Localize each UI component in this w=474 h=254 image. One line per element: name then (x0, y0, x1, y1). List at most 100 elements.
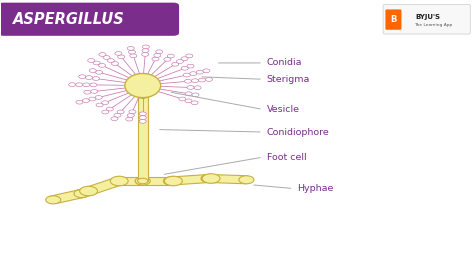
Circle shape (83, 83, 90, 87)
Circle shape (185, 92, 192, 96)
Circle shape (76, 83, 83, 87)
Circle shape (192, 93, 199, 97)
Circle shape (92, 77, 100, 81)
Circle shape (181, 57, 188, 60)
Circle shape (112, 177, 127, 185)
Circle shape (89, 69, 96, 72)
Circle shape (76, 100, 83, 104)
Circle shape (126, 117, 133, 121)
Polygon shape (50, 190, 84, 203)
Circle shape (185, 99, 192, 103)
Circle shape (156, 50, 163, 54)
Circle shape (190, 72, 197, 75)
Circle shape (172, 62, 179, 66)
Circle shape (128, 114, 134, 117)
Text: Vesicle: Vesicle (267, 105, 300, 114)
Circle shape (137, 93, 148, 98)
Circle shape (112, 177, 127, 185)
Circle shape (117, 110, 124, 114)
Circle shape (176, 60, 183, 63)
Polygon shape (119, 177, 143, 185)
Circle shape (199, 78, 206, 82)
Text: Hyphae: Hyphae (297, 184, 334, 193)
Polygon shape (78, 178, 123, 197)
Circle shape (137, 178, 148, 184)
Circle shape (107, 59, 114, 62)
Circle shape (128, 50, 136, 54)
Circle shape (99, 53, 106, 56)
Circle shape (239, 176, 254, 184)
Circle shape (130, 54, 137, 58)
Circle shape (179, 97, 186, 101)
Circle shape (111, 117, 118, 121)
Circle shape (46, 196, 61, 204)
Circle shape (103, 56, 110, 59)
Circle shape (201, 174, 216, 183)
Circle shape (79, 75, 86, 78)
Circle shape (186, 54, 193, 58)
Circle shape (84, 90, 91, 94)
Circle shape (202, 174, 220, 183)
Circle shape (181, 66, 188, 70)
Circle shape (184, 80, 191, 83)
Circle shape (95, 70, 102, 74)
Ellipse shape (125, 73, 161, 98)
Circle shape (110, 176, 128, 186)
Circle shape (90, 83, 97, 87)
Text: ASPERGILLUS: ASPERGILLUS (13, 12, 125, 27)
Circle shape (167, 54, 174, 58)
Circle shape (106, 107, 113, 111)
Circle shape (129, 110, 136, 114)
Circle shape (115, 52, 122, 55)
Circle shape (74, 189, 89, 198)
Circle shape (91, 90, 98, 93)
FancyBboxPatch shape (0, 3, 179, 36)
Circle shape (187, 86, 194, 89)
Circle shape (88, 59, 95, 62)
Text: Conidiophore: Conidiophore (267, 128, 329, 136)
Circle shape (135, 177, 150, 185)
Text: Sterigma: Sterigma (267, 75, 310, 84)
Polygon shape (137, 96, 148, 181)
Circle shape (139, 112, 146, 116)
Circle shape (142, 45, 149, 49)
FancyBboxPatch shape (385, 9, 401, 30)
Circle shape (154, 54, 161, 57)
Circle shape (164, 57, 171, 61)
Circle shape (89, 97, 96, 101)
Circle shape (183, 73, 190, 77)
Circle shape (142, 49, 149, 53)
Text: B: B (390, 15, 397, 24)
Circle shape (201, 174, 216, 183)
Text: Foot cell: Foot cell (267, 153, 306, 162)
Circle shape (80, 186, 98, 196)
Circle shape (164, 177, 179, 185)
Circle shape (187, 64, 194, 68)
Polygon shape (170, 174, 210, 185)
Circle shape (194, 86, 201, 90)
Circle shape (118, 55, 125, 59)
Circle shape (99, 64, 106, 67)
Circle shape (135, 177, 150, 185)
Circle shape (114, 114, 121, 117)
Polygon shape (143, 177, 171, 185)
Circle shape (139, 116, 146, 119)
Polygon shape (208, 174, 247, 184)
Text: The Learning App: The Learning App (414, 23, 452, 27)
Circle shape (152, 57, 159, 61)
Circle shape (93, 61, 100, 65)
Circle shape (205, 77, 212, 81)
Circle shape (85, 76, 92, 80)
Circle shape (111, 62, 118, 66)
Circle shape (102, 110, 109, 114)
Circle shape (164, 176, 182, 186)
Circle shape (191, 101, 198, 105)
Circle shape (101, 101, 109, 105)
Circle shape (69, 83, 76, 87)
Circle shape (191, 79, 199, 83)
Circle shape (164, 177, 179, 185)
Text: Conidia: Conidia (267, 58, 302, 68)
Circle shape (196, 70, 203, 74)
Circle shape (82, 99, 90, 102)
Circle shape (74, 189, 89, 198)
